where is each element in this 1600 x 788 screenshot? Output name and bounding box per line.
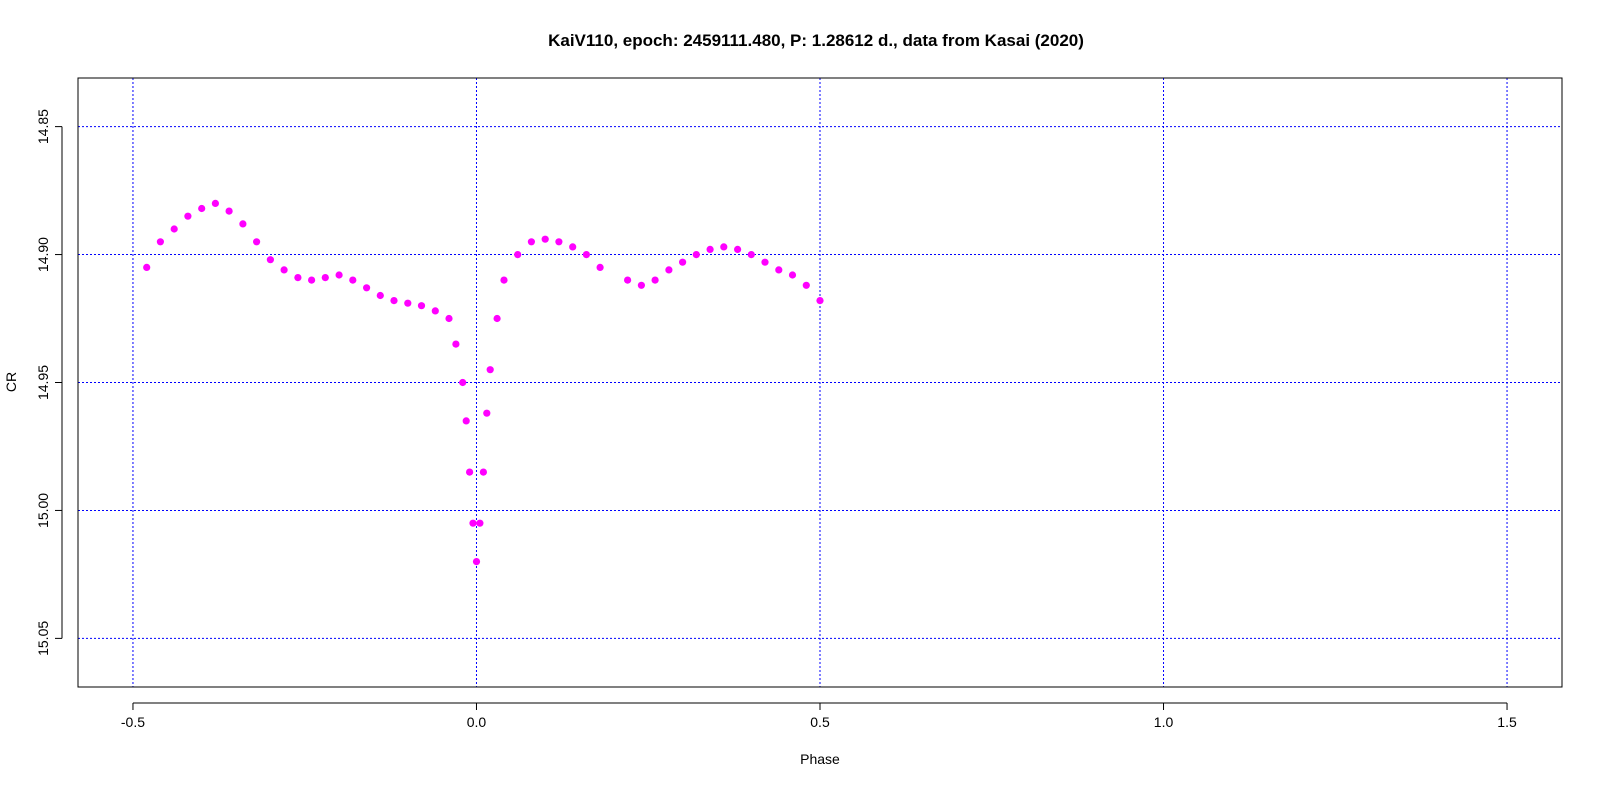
data-point [363, 284, 371, 292]
data-point [555, 238, 563, 246]
data-point [349, 276, 357, 284]
data-point [651, 276, 659, 284]
data-point [734, 245, 742, 253]
data-point [679, 258, 687, 266]
data-point [706, 245, 714, 253]
data-point [156, 238, 164, 246]
x-axis: -0.5 0.0 0.5 1.0 1.5 [121, 702, 1517, 730]
data-point [472, 558, 481, 566]
data-point [479, 468, 487, 476]
x-tick-label: 1.5 [1497, 714, 1517, 730]
y-tick-label: 15.05 [35, 621, 51, 656]
data-point [466, 468, 474, 476]
x-tick-label: 1.0 [1154, 714, 1174, 730]
data-point [486, 366, 494, 374]
data-point [225, 207, 233, 215]
x-tick-label: -0.5 [121, 714, 145, 730]
data-point [582, 251, 591, 259]
data-point [294, 274, 302, 282]
data-point [404, 299, 412, 307]
data-point [280, 266, 288, 274]
y-tick-label: 14.95 [35, 365, 51, 400]
data-points [143, 199, 824, 566]
data-point [452, 340, 460, 348]
plot-frame [77, 77, 1563, 688]
data-point [390, 297, 398, 305]
x-tick-label: 0.0 [467, 714, 487, 730]
data-point [541, 235, 549, 243]
data-point [476, 519, 484, 527]
data-point [462, 417, 470, 425]
data-point [198, 204, 206, 213]
y-tick-label: 14.85 [35, 109, 51, 144]
data-point [253, 238, 261, 246]
data-point [431, 307, 439, 315]
data-point [514, 251, 522, 259]
y-tick-label: 14.90 [35, 237, 51, 272]
data-point [692, 251, 700, 259]
x-axis-label: Phase [800, 751, 840, 767]
data-point [624, 276, 632, 284]
data-point [417, 302, 426, 310]
data-point [266, 256, 274, 264]
data-point [376, 291, 384, 300]
data-point [143, 263, 151, 271]
data-point [469, 519, 477, 527]
data-point [637, 281, 646, 289]
data-point [445, 314, 453, 323]
data-point [665, 266, 673, 274]
data-point [459, 378, 467, 387]
data-point [527, 238, 536, 246]
data-point [170, 225, 178, 233]
chart-title: KaiV110, epoch: 2459111.480, P: 1.28612 … [548, 31, 1084, 50]
data-point [321, 274, 329, 282]
data-point [184, 212, 192, 220]
data-point [816, 297, 824, 305]
data-point [308, 276, 316, 284]
data-point [720, 243, 728, 251]
data-point [569, 243, 577, 251]
data-point [775, 266, 783, 274]
data-point [211, 199, 219, 207]
y-tick-label: 15.00 [35, 493, 51, 528]
data-point [802, 281, 810, 289]
data-point [500, 276, 508, 284]
x-tick-label: 0.5 [810, 714, 830, 730]
data-point [747, 251, 755, 259]
data-point [788, 271, 797, 279]
data-point [761, 258, 769, 266]
data-point [335, 271, 343, 279]
data-point [596, 263, 604, 271]
y-axis-label: CR [3, 372, 19, 392]
gridlines [78, 78, 1562, 687]
data-point [493, 314, 501, 323]
data-point [483, 409, 491, 417]
data-point [239, 220, 247, 228]
y-axis: 14.85 14.90 14.95 15.00 15.05 [35, 109, 63, 656]
